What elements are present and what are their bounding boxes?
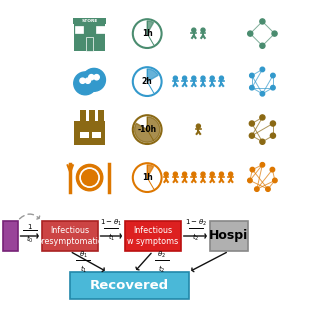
Circle shape xyxy=(260,163,265,167)
Circle shape xyxy=(83,68,106,91)
Text: $t_1$: $t_1$ xyxy=(108,232,115,243)
Text: $t_0$: $t_0$ xyxy=(26,234,34,245)
Circle shape xyxy=(182,172,187,176)
Circle shape xyxy=(220,172,223,176)
Circle shape xyxy=(260,92,265,96)
FancyBboxPatch shape xyxy=(70,272,189,299)
Text: Infectious
presymptomatic: Infectious presymptomatic xyxy=(36,226,103,246)
Circle shape xyxy=(192,172,196,176)
Text: $t_2$: $t_2$ xyxy=(158,264,165,275)
Text: $\theta_1$: $\theta_1$ xyxy=(79,249,88,260)
Text: $1-\theta_1$: $1-\theta_1$ xyxy=(100,217,122,228)
Circle shape xyxy=(272,31,277,36)
Text: STORE: STORE xyxy=(81,19,98,23)
Circle shape xyxy=(133,67,162,96)
FancyBboxPatch shape xyxy=(125,221,181,251)
Text: $\theta_2$: $\theta_2$ xyxy=(157,249,166,260)
FancyBboxPatch shape xyxy=(96,26,105,33)
Circle shape xyxy=(201,172,205,176)
Circle shape xyxy=(133,19,162,48)
Circle shape xyxy=(250,73,254,78)
FancyBboxPatch shape xyxy=(80,132,89,139)
Circle shape xyxy=(210,172,214,176)
Circle shape xyxy=(271,85,275,90)
Circle shape xyxy=(201,28,205,32)
Circle shape xyxy=(173,172,177,176)
Text: $1-\theta_2$: $1-\theta_2$ xyxy=(185,217,207,228)
Text: Infectious
w symptoms: Infectious w symptoms xyxy=(127,226,179,246)
Circle shape xyxy=(260,19,265,24)
Circle shape xyxy=(76,164,103,191)
Circle shape xyxy=(192,28,196,32)
Circle shape xyxy=(210,76,214,80)
Text: Recovered: Recovered xyxy=(90,279,169,292)
Circle shape xyxy=(260,139,265,144)
FancyBboxPatch shape xyxy=(3,221,18,251)
Circle shape xyxy=(173,76,177,80)
Circle shape xyxy=(220,76,223,80)
Text: Hospi: Hospi xyxy=(209,229,248,243)
Text: 1h: 1h xyxy=(142,173,153,182)
Circle shape xyxy=(270,167,275,172)
FancyBboxPatch shape xyxy=(80,110,86,123)
Circle shape xyxy=(94,75,99,80)
Wedge shape xyxy=(147,165,154,178)
Circle shape xyxy=(164,172,168,176)
Circle shape xyxy=(260,115,265,120)
Circle shape xyxy=(192,76,196,80)
FancyBboxPatch shape xyxy=(92,132,101,139)
Text: 1: 1 xyxy=(28,224,32,230)
FancyBboxPatch shape xyxy=(42,221,98,251)
Circle shape xyxy=(133,115,162,144)
FancyBboxPatch shape xyxy=(86,37,93,51)
Circle shape xyxy=(260,43,265,48)
Circle shape xyxy=(249,133,254,138)
Circle shape xyxy=(270,133,276,138)
Circle shape xyxy=(74,72,97,95)
Circle shape xyxy=(260,67,265,72)
Circle shape xyxy=(248,178,252,183)
Circle shape xyxy=(228,172,233,176)
FancyBboxPatch shape xyxy=(75,26,84,33)
Circle shape xyxy=(89,75,94,80)
Circle shape xyxy=(133,163,162,192)
Circle shape xyxy=(82,170,98,186)
Text: -10h: -10h xyxy=(138,125,157,134)
Circle shape xyxy=(266,187,270,191)
Text: $t_2$: $t_2$ xyxy=(192,232,200,243)
Wedge shape xyxy=(147,69,158,82)
Text: 2h: 2h xyxy=(142,77,153,86)
Circle shape xyxy=(248,31,253,36)
FancyBboxPatch shape xyxy=(74,23,106,51)
Wedge shape xyxy=(134,117,160,142)
FancyBboxPatch shape xyxy=(89,110,95,123)
Circle shape xyxy=(271,73,275,78)
Wedge shape xyxy=(147,21,154,34)
FancyBboxPatch shape xyxy=(73,18,106,24)
Circle shape xyxy=(183,76,187,80)
Circle shape xyxy=(85,78,91,83)
Circle shape xyxy=(273,178,277,183)
Circle shape xyxy=(250,167,255,172)
FancyBboxPatch shape xyxy=(98,110,104,123)
Circle shape xyxy=(196,124,200,128)
Circle shape xyxy=(255,187,259,191)
FancyBboxPatch shape xyxy=(74,121,106,145)
Circle shape xyxy=(270,121,276,126)
Circle shape xyxy=(80,78,85,83)
FancyBboxPatch shape xyxy=(210,221,248,251)
Circle shape xyxy=(249,121,254,126)
Text: 1h: 1h xyxy=(142,29,153,38)
Circle shape xyxy=(250,85,254,90)
Text: $t_1$: $t_1$ xyxy=(79,264,87,275)
Circle shape xyxy=(80,168,99,187)
Circle shape xyxy=(201,76,205,80)
